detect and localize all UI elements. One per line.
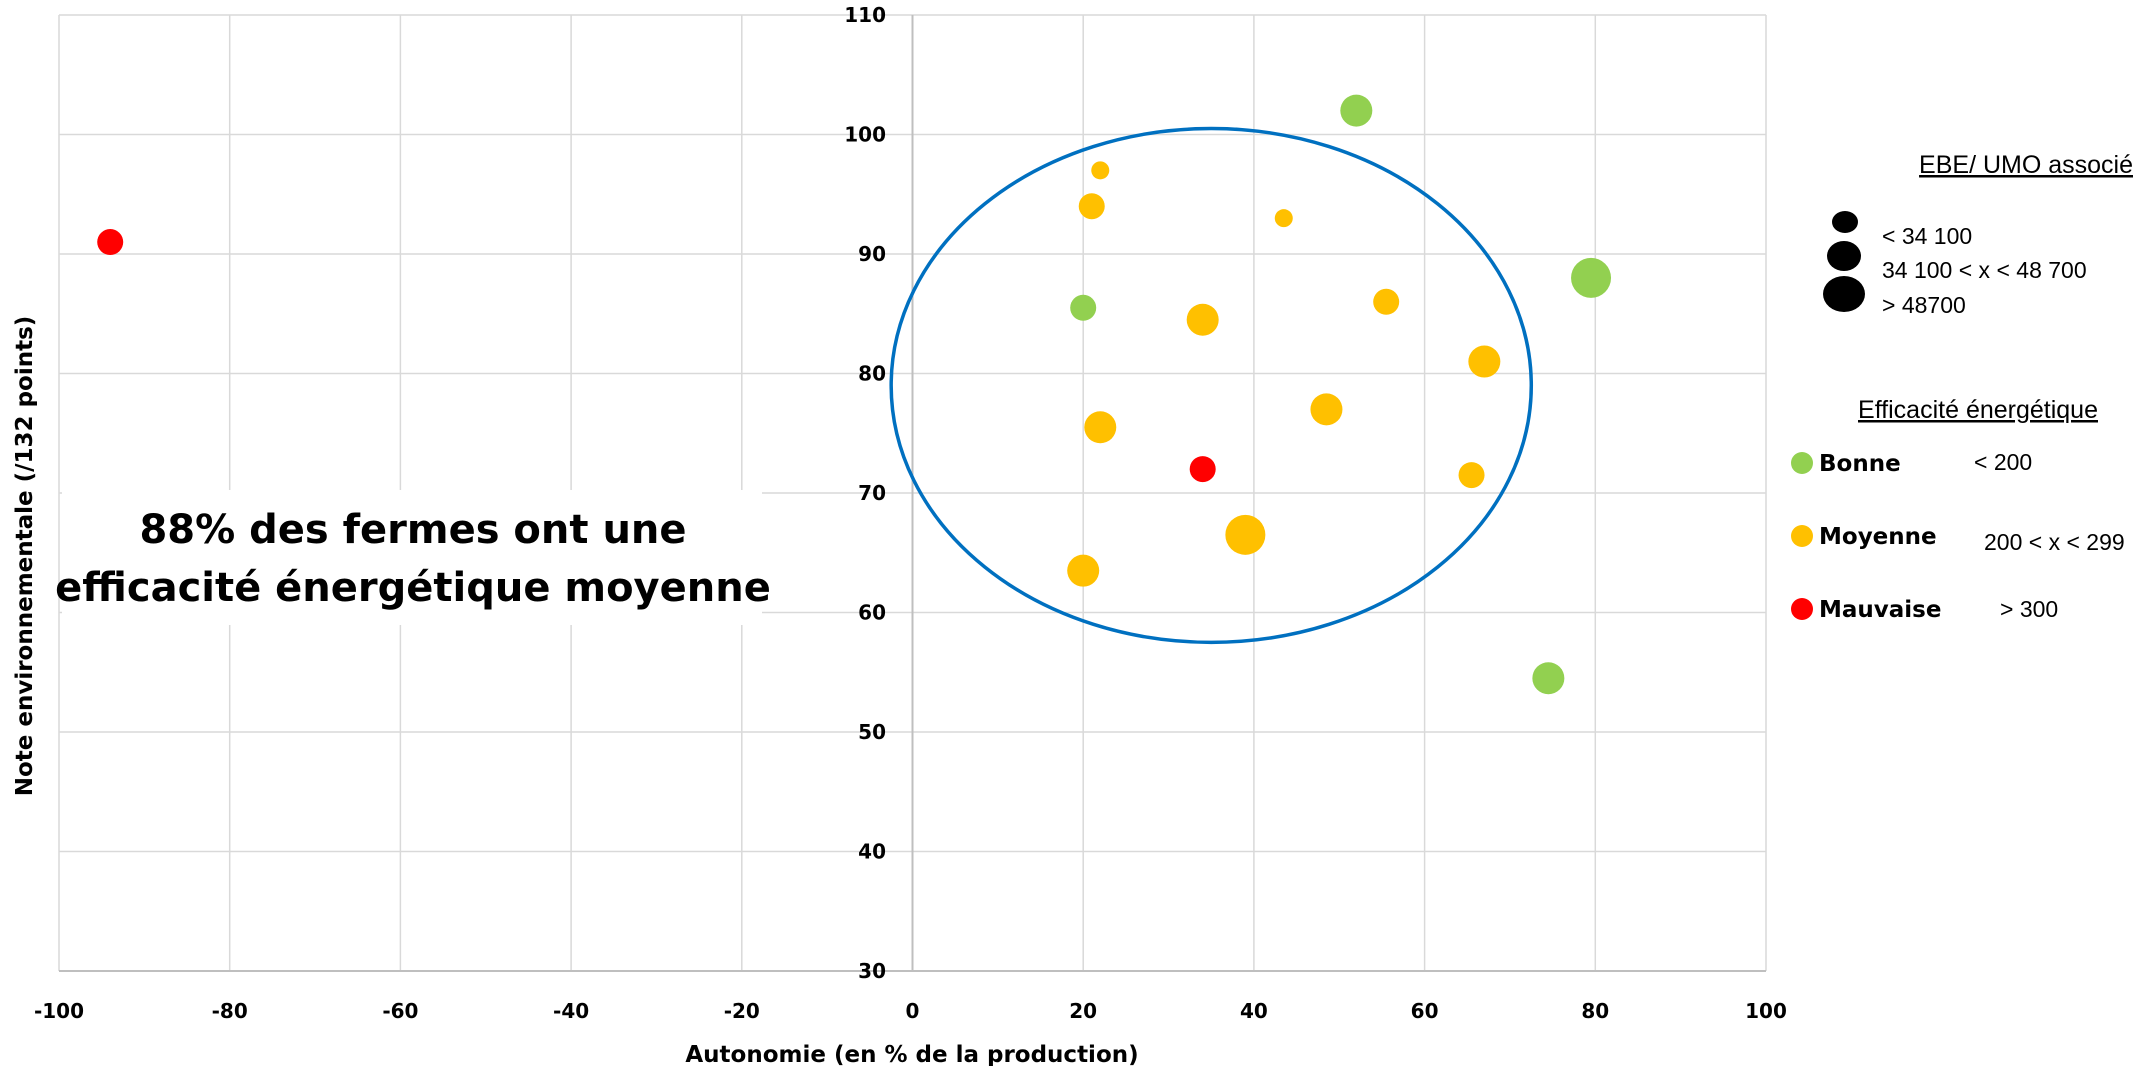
legend-color-range-moyenne: 200 < x < 299 (1984, 529, 2125, 555)
legend-size-marker-medium (1827, 241, 1861, 271)
annotation-line-1: 88% des fermes ont une (139, 507, 686, 553)
legend-color-label-mauvaise: Mauvaise (1819, 597, 1941, 623)
y-tick-label: 50 (858, 720, 886, 744)
y-tick-label: 40 (858, 840, 886, 864)
y-tick-labels: 30 40 50 60 70 80 90 100 110 (844, 3, 886, 983)
data-point-mauvaise (1189, 456, 1216, 483)
x-tick-label: -80 (212, 999, 248, 1023)
data-point-moyenne (1373, 288, 1400, 315)
axes (59, 15, 1766, 972)
x-axis-title: Autonomie (en % de la production) (685, 1042, 1138, 1066)
y-tick-label: 60 (858, 601, 886, 625)
y-tick-label: 90 (858, 242, 886, 266)
data-point-moyenne (1274, 209, 1293, 228)
annotation-background (62, 490, 762, 625)
data-point-moyenne (1225, 514, 1266, 555)
data-point-bonne (1532, 662, 1565, 695)
x-tick-label: -40 (553, 999, 589, 1023)
data-point-moyenne (1468, 345, 1501, 378)
data-point-bonne (1340, 94, 1373, 127)
x-tick-label: 100 (1745, 999, 1787, 1023)
data-point-mauvaise (97, 229, 124, 256)
x-tick-label: 40 (1240, 999, 1268, 1023)
data-points (97, 94, 1612, 695)
legend-size-marker-small (1832, 211, 1858, 233)
y-tick-label: 100 (844, 123, 886, 147)
data-point-bonne (1571, 257, 1612, 298)
data-point-moyenne (1458, 462, 1485, 489)
legend: EBE/ UMO associé < 34 100 34 100 < x < 4… (1791, 151, 2133, 623)
legend-size-title: EBE/ UMO associé (1919, 151, 2133, 179)
y-tick-label: 110 (844, 3, 886, 27)
data-point-moyenne (1078, 193, 1105, 220)
data-point-bonne (1070, 294, 1097, 321)
data-point-moyenne (1084, 411, 1117, 444)
y-tick-label: 80 (858, 362, 886, 386)
x-tick-label: 60 (1411, 999, 1439, 1023)
data-point-moyenne (1310, 393, 1343, 426)
x-tick-label: -20 (724, 999, 760, 1023)
legend-color-marker-moyenne (1791, 525, 1813, 547)
data-point-moyenne (1186, 303, 1219, 336)
legend-color-label-bonne: Bonne (1819, 451, 1901, 477)
legend-color-label-moyenne: Moyenne (1819, 524, 1937, 550)
legend-color-title: Efficacité énergétique (1858, 396, 2098, 424)
legend-color-marker-mauvaise (1791, 598, 1813, 620)
annotation: 88% des fermes ont une efficacité énergé… (55, 490, 771, 625)
x-tick-label: 80 (1581, 999, 1609, 1023)
ellipse-layer (889, 126, 1534, 645)
legend-color-marker-bonne (1791, 452, 1813, 474)
x-tick-label: -60 (382, 999, 418, 1023)
highlight-ellipse (889, 126, 1534, 645)
y-tick-label: 30 (858, 959, 886, 983)
annotation-line-2: efficacité énergétique moyenne (55, 565, 771, 611)
y-tick-label: 70 (858, 481, 886, 505)
legend-size-label-medium: 34 100 < x < 48 700 (1882, 257, 2087, 283)
legend-size-label-large: > 48700 (1882, 292, 1966, 318)
legend-color-range-bonne: < 200 (1974, 449, 2032, 475)
x-tick-label: -100 (34, 999, 84, 1023)
legend-size-marker-large (1823, 276, 1865, 312)
y-axis-title: Note environnementale (/132 points) (12, 316, 38, 797)
x-tick-labels: -100 -80 -60 -40 -20 0 20 40 60 80 100 (34, 999, 1787, 1023)
x-tick-label: 20 (1069, 999, 1097, 1023)
data-point-moyenne (1091, 161, 1110, 180)
legend-color-range-mauvaise: > 300 (2000, 596, 2058, 622)
data-point-moyenne (1067, 554, 1100, 587)
legend-size-label-small: < 34 100 (1882, 223, 1972, 249)
x-tick-label: 0 (906, 999, 920, 1023)
